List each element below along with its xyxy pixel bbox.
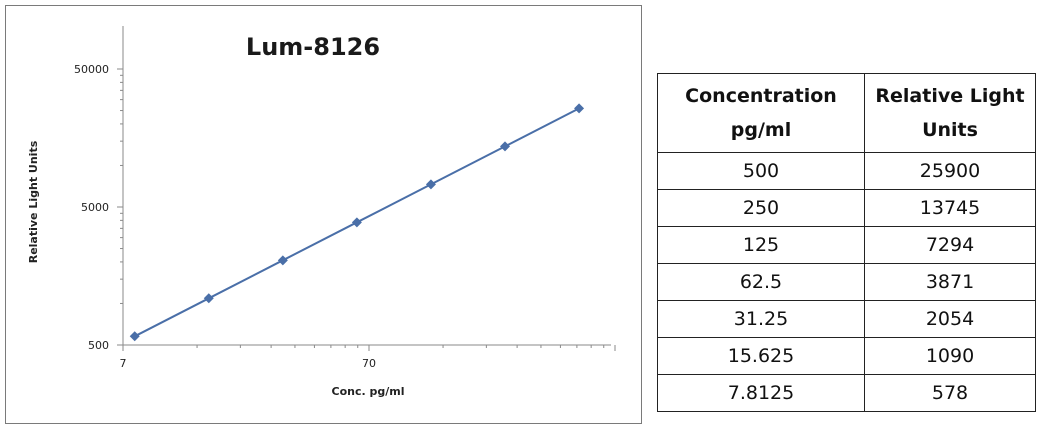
cell-rlu: 13745 (864, 189, 1036, 227)
cell-concentration: 7.8125 (657, 374, 865, 412)
cell-concentration: 125 (657, 226, 865, 264)
cell-rlu: 7294 (864, 226, 1036, 264)
data-point (203, 293, 214, 304)
y-tick-label-5000: 5000 (81, 201, 109, 214)
chart-panel: Lum-8126 500 5000 50000 7 70 Conc. pg/ml… (5, 5, 642, 424)
table-row: 62.5 3871 (657, 263, 1036, 301)
table-row: 15.625 1090 (657, 337, 1036, 375)
series-points (129, 103, 585, 342)
header-concentration: Concentration pg/ml (657, 73, 865, 153)
y-tick-marks (117, 68, 123, 346)
data-point (425, 179, 436, 190)
cell-rlu: 3871 (864, 263, 1036, 301)
x-tick-marks (122, 345, 616, 351)
table-row: 125 7294 (657, 226, 1036, 264)
y-axis-title: Relative Light Units (27, 140, 40, 263)
data-point (277, 255, 288, 266)
table-header-row: Concentration pg/ml Relative Light Units (657, 73, 1036, 153)
table-row: 31.25 2054 (657, 300, 1036, 338)
y-tick-label-500: 500 (88, 339, 109, 352)
cell-rlu: 1090 (864, 337, 1036, 375)
cell-concentration: 31.25 (657, 300, 865, 338)
chart-title: Lum-8126 (246, 33, 380, 61)
cell-concentration: 250 (657, 189, 865, 227)
data-table: Concentration pg/ml Relative Light Units… (657, 73, 1036, 412)
cell-rlu: 2054 (864, 300, 1036, 338)
x-tick-label-70: 70 (362, 357, 376, 370)
table-row: 7.8125 578 (657, 374, 1036, 412)
x-axis-title: Conc. pg/ml (332, 385, 405, 398)
data-point (574, 103, 585, 114)
cell-concentration: 15.625 (657, 337, 865, 375)
x-tick-label-7: 7 (120, 357, 127, 370)
data-point (351, 217, 362, 228)
data-point (129, 331, 140, 342)
table-row: 500 25900 (657, 152, 1036, 190)
chart-svg: Lum-8126 500 5000 50000 7 70 Conc. pg/ml… (27, 26, 616, 398)
table-row: 250 13745 (657, 189, 1036, 227)
data-point (499, 141, 510, 152)
header-relative-light-units: Relative Light Units (864, 73, 1036, 153)
cell-rlu: 578 (864, 374, 1036, 412)
cell-rlu: 25900 (864, 152, 1036, 190)
cell-concentration: 500 (657, 152, 865, 190)
cell-concentration: 62.5 (657, 263, 865, 301)
y-tick-label-50000: 50000 (74, 63, 109, 76)
